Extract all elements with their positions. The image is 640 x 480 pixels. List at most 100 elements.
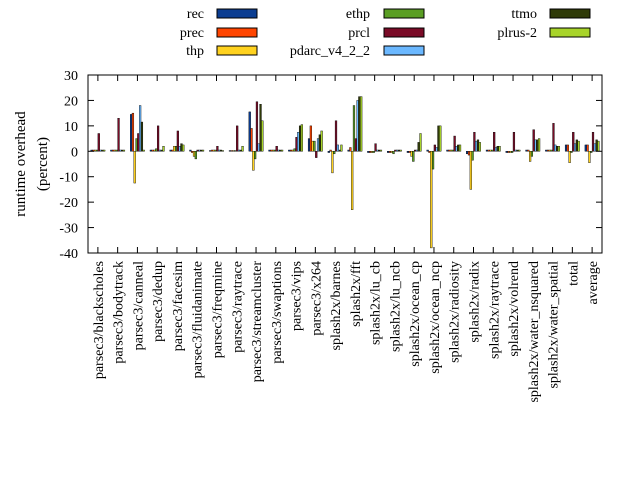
- legend-item-plrus-2: plrus-2: [497, 26, 591, 41]
- bar-rec: [584, 144, 587, 152]
- y-tick-label: -10: [59, 171, 78, 186]
- bar-plrus-2: [103, 149, 106, 152]
- x-tick-label: splash2x/fft: [349, 261, 364, 327]
- bar-pdarc_v4_2_2: [415, 149, 418, 152]
- bar-prec: [270, 149, 273, 152]
- x-tick-label: splash2x/barnes: [329, 261, 344, 350]
- x-tick-label: parsec3/raytrace: [230, 261, 245, 353]
- bar-rec: [387, 151, 390, 153]
- bar-pdarc_v4_2_2: [494, 147, 498, 152]
- bar-prcl: [334, 120, 338, 152]
- bar-ttmo: [239, 149, 242, 152]
- bar-pdarc_v4_2_2: [435, 147, 438, 152]
- bar-prec: [349, 147, 352, 152]
- y-axis-label-line: (percent): [35, 137, 51, 191]
- bar-plrus-2: [221, 150, 224, 152]
- x-tick-label: splash2x/radix: [468, 261, 483, 343]
- legend-swatch: [216, 27, 258, 38]
- bar-ttmo: [496, 145, 499, 152]
- bar-plrus-2: [261, 120, 264, 152]
- bar-prcl: [255, 101, 259, 152]
- bar-ttmo: [160, 149, 163, 152]
- bar-pdarc_v4_2_2: [316, 138, 320, 152]
- y-tick-label: -30: [59, 222, 78, 237]
- bar-pdarc_v4_2_2: [396, 149, 399, 152]
- bar-rec: [209, 150, 212, 152]
- bar-prec: [131, 112, 135, 152]
- y-tick-label: -20: [59, 196, 78, 211]
- y-tick-label: -40: [59, 247, 78, 262]
- bar-pdarc_v4_2_2: [356, 100, 359, 152]
- x-tick-label: splash2x/ocean_cp: [408, 261, 423, 367]
- bar-thp: [410, 151, 413, 157]
- bar-rec: [545, 149, 548, 152]
- bar-ttmo: [200, 149, 203, 152]
- bar-prcl: [394, 149, 397, 152]
- bar-thp: [291, 149, 294, 152]
- bar-thp: [469, 151, 472, 190]
- bar-pdarc_v4_2_2: [297, 132, 300, 152]
- bar-thp: [212, 149, 215, 152]
- bar-prec: [112, 149, 115, 152]
- bar-prec: [467, 151, 471, 156]
- bar-prec: [329, 149, 332, 152]
- bar-pdarc_v4_2_2: [534, 139, 537, 152]
- bar-prcl: [354, 138, 357, 152]
- bar-rec: [505, 151, 508, 153]
- legend-item-thp: thp: [186, 44, 258, 59]
- legend-label: ttmo: [511, 7, 537, 22]
- x-tick-label: parsec3/bodytrack: [112, 261, 127, 364]
- legend-item-prec: prec: [180, 26, 258, 41]
- bar-ethp: [254, 151, 257, 160]
- bar-ethp: [333, 151, 336, 155]
- x-tick-label: average: [586, 261, 601, 305]
- bar-prcl: [315, 151, 318, 158]
- bar-plrus-2: [518, 149, 521, 152]
- legend-label: thp: [186, 44, 204, 59]
- x-tick-label: splash2x/volrend: [507, 261, 522, 357]
- bar-ethp: [135, 138, 138, 152]
- legend-label: prec: [180, 26, 204, 41]
- bar-prec: [191, 151, 194, 153]
- bar-prcl: [176, 130, 179, 152]
- bar-prec: [408, 151, 411, 153]
- bar-prcl: [532, 129, 535, 152]
- legend-label: pdarc_v4_2_2: [290, 44, 370, 59]
- bar-pdarc_v4_2_2: [475, 140, 478, 152]
- bar-rec: [347, 149, 350, 152]
- bar-prcl: [572, 132, 575, 152]
- axes-group: -40 -30 -20 -10 0 10 20 30 parsec3/blackscholes p…: [59, 69, 603, 403]
- y-tick-label: 10: [64, 120, 78, 135]
- bar-pdarc_v4_2_2: [455, 145, 458, 152]
- x-tick-label: splash2x/lu_cb: [369, 261, 384, 345]
- bar-plrus-2: [498, 145, 501, 152]
- bar-prec: [309, 125, 312, 152]
- bar-plrus-2: [458, 144, 462, 152]
- bar-pdarc_v4_2_2: [178, 145, 181, 152]
- bar-ethp: [194, 151, 197, 160]
- legend-swatch: [383, 8, 425, 19]
- x-tick-label: splash2x/raytrace: [487, 261, 502, 359]
- bar-thp: [113, 149, 117, 152]
- bar-rec: [248, 111, 251, 152]
- bar-pdarc_v4_2_2: [277, 149, 280, 152]
- bar-plrus-2: [399, 149, 402, 152]
- bar-plrus-2: [538, 138, 541, 152]
- bar-ttmo: [437, 125, 440, 152]
- bar-ttmo: [338, 149, 341, 152]
- legend-swatch: [549, 8, 591, 19]
- bar-ethp: [174, 145, 178, 152]
- bar-ttmo: [575, 139, 578, 152]
- legend-swatch: [383, 27, 425, 38]
- bar-ethp: [530, 151, 534, 157]
- bar-thp: [568, 151, 571, 163]
- bar-prec: [566, 144, 569, 152]
- bar-ttmo: [397, 149, 401, 152]
- bar-prcl: [512, 132, 516, 152]
- bar-plrus-2: [439, 125, 442, 152]
- bar-rec: [130, 114, 133, 152]
- legend-item-rec: rec: [187, 7, 258, 22]
- bar-pdarc_v4_2_2: [257, 143, 260, 152]
- x-tick-label: parsec3/streamcluster: [250, 261, 265, 383]
